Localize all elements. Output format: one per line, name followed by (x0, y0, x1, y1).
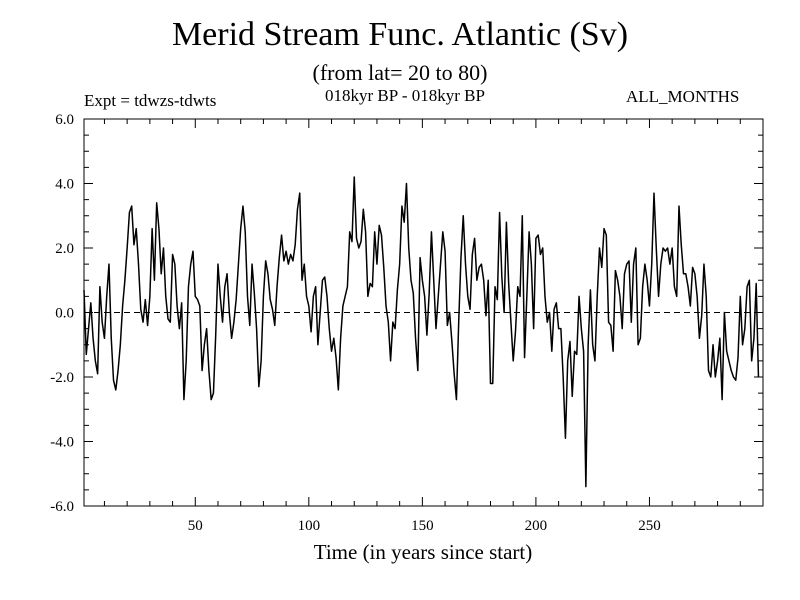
x-tick-label: 200 (525, 518, 548, 534)
y-tick-label: 2.0 (55, 241, 74, 257)
x-axis-label: Time (in years since start) (313, 540, 533, 564)
y-tick-label: 4.0 (55, 177, 74, 193)
experiment-label: Expt = tdwzs-tdwts (84, 91, 217, 110)
period-label: 018kyr BP - 018kyr BP (325, 86, 485, 105)
chart-subtitle: (from lat= 20 to 80) (312, 60, 488, 85)
y-tick-label: 6.0 (55, 112, 74, 128)
months-label: ALL_MONTHS (626, 87, 740, 106)
x-tick-label: 100 (298, 518, 321, 534)
x-tick-label: 50 (188, 518, 203, 534)
y-tick-label: -4.0 (50, 435, 74, 451)
y-tick-label: 0.0 (55, 306, 74, 322)
y-tick-label: -6.0 (50, 499, 74, 515)
chart-title: Merid Stream Func. Atlantic (Sv) (171, 16, 629, 53)
x-tick-label: 250 (638, 518, 661, 534)
data-series-line (83, 176, 760, 488)
x-tick-label: 150 (411, 518, 434, 534)
y-tick-label: -2.0 (50, 370, 74, 386)
